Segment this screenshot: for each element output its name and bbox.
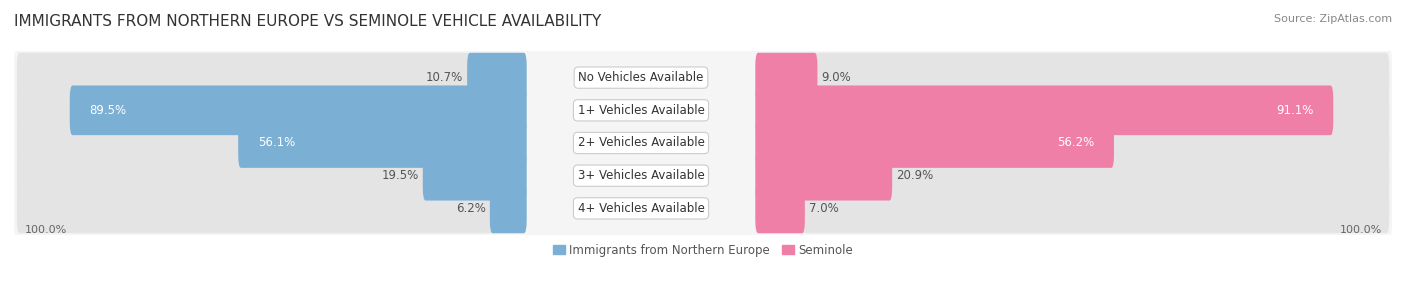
FancyBboxPatch shape [755, 151, 893, 200]
Text: 10.7%: 10.7% [426, 71, 463, 84]
FancyBboxPatch shape [755, 86, 1333, 135]
Text: 3+ Vehicles Available: 3+ Vehicles Available [578, 169, 704, 182]
FancyBboxPatch shape [755, 184, 1389, 233]
FancyBboxPatch shape [14, 145, 1392, 206]
FancyBboxPatch shape [755, 118, 1389, 168]
FancyBboxPatch shape [489, 184, 527, 233]
FancyBboxPatch shape [238, 118, 527, 168]
Text: 1+ Vehicles Available: 1+ Vehicles Available [578, 104, 704, 117]
FancyBboxPatch shape [467, 53, 527, 102]
FancyBboxPatch shape [755, 53, 1389, 102]
Legend: Immigrants from Northern Europe, Seminole: Immigrants from Northern Europe, Seminol… [548, 239, 858, 262]
FancyBboxPatch shape [17, 118, 527, 168]
FancyBboxPatch shape [755, 184, 804, 233]
FancyBboxPatch shape [70, 86, 527, 135]
FancyBboxPatch shape [755, 118, 1114, 168]
FancyBboxPatch shape [423, 151, 527, 200]
FancyBboxPatch shape [17, 53, 527, 102]
Text: 89.5%: 89.5% [90, 104, 127, 117]
FancyBboxPatch shape [755, 151, 1389, 200]
Text: 7.0%: 7.0% [808, 202, 839, 215]
Text: IMMIGRANTS FROM NORTHERN EUROPE VS SEMINOLE VEHICLE AVAILABILITY: IMMIGRANTS FROM NORTHERN EUROPE VS SEMIN… [14, 14, 602, 29]
FancyBboxPatch shape [14, 112, 1392, 174]
FancyBboxPatch shape [17, 151, 527, 200]
Text: Source: ZipAtlas.com: Source: ZipAtlas.com [1274, 14, 1392, 24]
Text: 56.2%: 56.2% [1057, 136, 1094, 150]
Text: 4+ Vehicles Available: 4+ Vehicles Available [578, 202, 704, 215]
FancyBboxPatch shape [17, 184, 527, 233]
FancyBboxPatch shape [755, 86, 1389, 135]
Text: 6.2%: 6.2% [456, 202, 485, 215]
Text: 100.0%: 100.0% [24, 225, 66, 235]
Text: 2+ Vehicles Available: 2+ Vehicles Available [578, 136, 704, 150]
FancyBboxPatch shape [14, 178, 1392, 239]
Text: 100.0%: 100.0% [1340, 225, 1382, 235]
Text: 19.5%: 19.5% [381, 169, 419, 182]
Text: 9.0%: 9.0% [821, 71, 851, 84]
Text: 91.1%: 91.1% [1275, 104, 1313, 117]
FancyBboxPatch shape [14, 47, 1392, 108]
Text: 56.1%: 56.1% [259, 136, 295, 150]
Text: 20.9%: 20.9% [896, 169, 934, 182]
Text: No Vehicles Available: No Vehicles Available [578, 71, 703, 84]
FancyBboxPatch shape [755, 53, 817, 102]
FancyBboxPatch shape [17, 86, 527, 135]
FancyBboxPatch shape [14, 80, 1392, 141]
